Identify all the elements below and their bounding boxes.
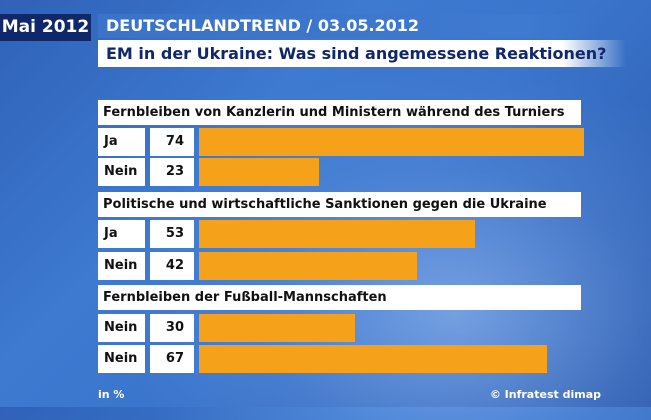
row-value: 30 — [150, 314, 194, 342]
bar — [199, 128, 584, 156]
group-header: Politische und wirtschaftliche Sanktione… — [98, 192, 581, 217]
row-label: Ja — [98, 220, 145, 248]
unit-label: in % — [98, 388, 125, 401]
row-label: Nein — [98, 252, 145, 280]
row-label: Nein — [98, 345, 145, 373]
survey-title: DEUTSCHLANDTREND / 03.05.2012 — [98, 14, 596, 38]
bar — [199, 220, 475, 248]
row-label: Ja — [98, 128, 145, 156]
row-label: Nein — [98, 314, 145, 342]
row-label: Nein — [98, 158, 145, 186]
bar — [199, 252, 418, 280]
chart-question: EM in der Ukraine: Was sind angemessene … — [98, 40, 626, 67]
row-value: 53 — [150, 220, 194, 248]
bar — [199, 314, 355, 342]
row-value: 74 — [150, 128, 194, 156]
bar — [199, 345, 548, 373]
source-label: © Infratest dimap — [489, 388, 601, 401]
bar — [199, 158, 319, 186]
group-header: Fernbleiben der Fußball-Mannschaften — [98, 285, 581, 310]
row-value: 67 — [150, 345, 194, 373]
group-header: Fernbleiben von Kanzlerin und Ministern … — [98, 100, 581, 125]
month-badge: Mai 2012 — [0, 14, 91, 41]
row-value: 42 — [150, 252, 194, 280]
row-value: 23 — [150, 158, 194, 186]
